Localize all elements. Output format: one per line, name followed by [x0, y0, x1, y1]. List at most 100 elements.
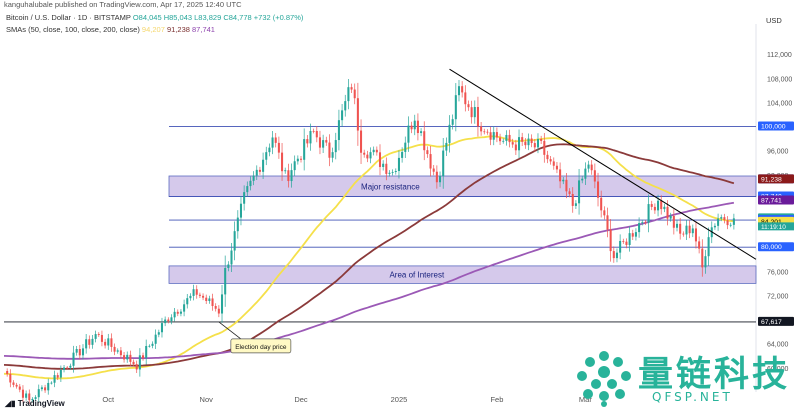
candle — [220, 285, 224, 323]
candle-body — [129, 354, 132, 362]
candle — [574, 200, 577, 210]
candle — [6, 368, 9, 377]
candle-body — [435, 171, 438, 183]
tradingview-logo-icon: ◢▮ — [5, 399, 18, 408]
candle — [306, 135, 309, 148]
price-tag-label: 91,238 — [761, 176, 782, 183]
candle-body — [530, 138, 533, 144]
candle-body — [78, 348, 81, 356]
candle — [726, 216, 729, 230]
candle — [312, 128, 315, 134]
candle — [63, 365, 66, 373]
candle-body — [369, 152, 372, 159]
candle — [385, 157, 388, 181]
candle — [650, 200, 653, 211]
y-tick-label: 60,000 — [767, 366, 789, 373]
candle-body — [135, 364, 138, 370]
candle — [262, 152, 265, 179]
price-tag-label: 67,617 — [761, 319, 782, 326]
candle-body — [543, 140, 546, 155]
candle-body — [126, 354, 129, 360]
x-tick-label: Oct — [102, 395, 115, 404]
candle-body — [296, 158, 299, 162]
candle-body — [154, 334, 157, 344]
candle-body — [312, 130, 315, 132]
candle — [416, 113, 419, 141]
candle-body — [192, 289, 195, 296]
candle — [246, 181, 249, 197]
candle-body — [521, 137, 524, 142]
candle — [53, 370, 56, 388]
candle-body — [391, 171, 394, 173]
candle — [208, 295, 211, 304]
candle-body — [723, 217, 726, 221]
price-tag: 87,741 — [758, 195, 794, 205]
candle — [214, 303, 217, 312]
candle — [75, 346, 78, 356]
candle — [606, 207, 609, 238]
candle — [12, 380, 15, 388]
candle — [675, 220, 679, 232]
candle-body — [265, 152, 268, 160]
candle-body — [517, 137, 521, 151]
candle-body — [717, 218, 720, 226]
candle — [179, 309, 182, 317]
candle-body — [593, 170, 596, 182]
candle — [173, 307, 176, 322]
candle-body — [211, 298, 214, 307]
candle-body — [426, 150, 429, 155]
candle-body — [344, 101, 347, 111]
candle — [337, 109, 340, 151]
candle — [25, 390, 28, 401]
candle — [50, 381, 53, 385]
price-tag: 80,000 — [758, 242, 794, 252]
candle — [227, 261, 230, 272]
candle-body — [584, 168, 587, 179]
sma50-line — [4, 135, 734, 380]
candle — [328, 134, 331, 167]
candle-body — [552, 161, 555, 166]
price-tag-label: 87,741 — [761, 197, 782, 204]
candle-body — [524, 141, 527, 146]
sma-label[interactable]: SMAs (50, close, 100, close, 200, close) — [6, 25, 140, 34]
x-tick-label: Dec — [294, 395, 308, 404]
candle-body — [657, 200, 660, 211]
candle-body — [410, 125, 413, 130]
candle-body — [650, 204, 653, 207]
annotation-box — [230, 338, 292, 354]
candle — [287, 163, 290, 188]
candle — [628, 226, 631, 252]
candle-body — [28, 393, 31, 401]
candle — [505, 130, 508, 146]
candle — [347, 79, 350, 110]
x-tick-label: Feb — [490, 395, 503, 404]
candle — [461, 81, 464, 98]
candle — [713, 223, 716, 230]
candle — [192, 284, 195, 301]
candle-body — [363, 152, 366, 155]
candle-body — [183, 304, 186, 312]
candle — [9, 369, 12, 388]
candle — [277, 136, 280, 159]
candle-body — [233, 231, 236, 251]
candle-body — [113, 346, 116, 352]
candle-body — [647, 204, 650, 223]
watermark-text: 量链科技 — [638, 355, 791, 395]
candle — [69, 363, 72, 370]
candle-body — [91, 338, 94, 345]
candle — [508, 129, 511, 148]
candle — [679, 217, 682, 240]
y-tick-label: 72,000 — [767, 293, 789, 300]
candle-body — [164, 319, 167, 324]
price-tag: 67,617 — [758, 316, 794, 326]
candle-body — [489, 132, 492, 140]
candle — [464, 85, 467, 112]
candle — [236, 210, 239, 239]
candle — [397, 150, 400, 179]
candle-body — [167, 319, 170, 322]
candle — [205, 294, 208, 305]
candle — [391, 169, 394, 176]
candle — [524, 138, 527, 149]
symbol-label[interactable]: Bitcoin / U.S. Dollar · 1D · BITSTAMP — [6, 13, 131, 22]
